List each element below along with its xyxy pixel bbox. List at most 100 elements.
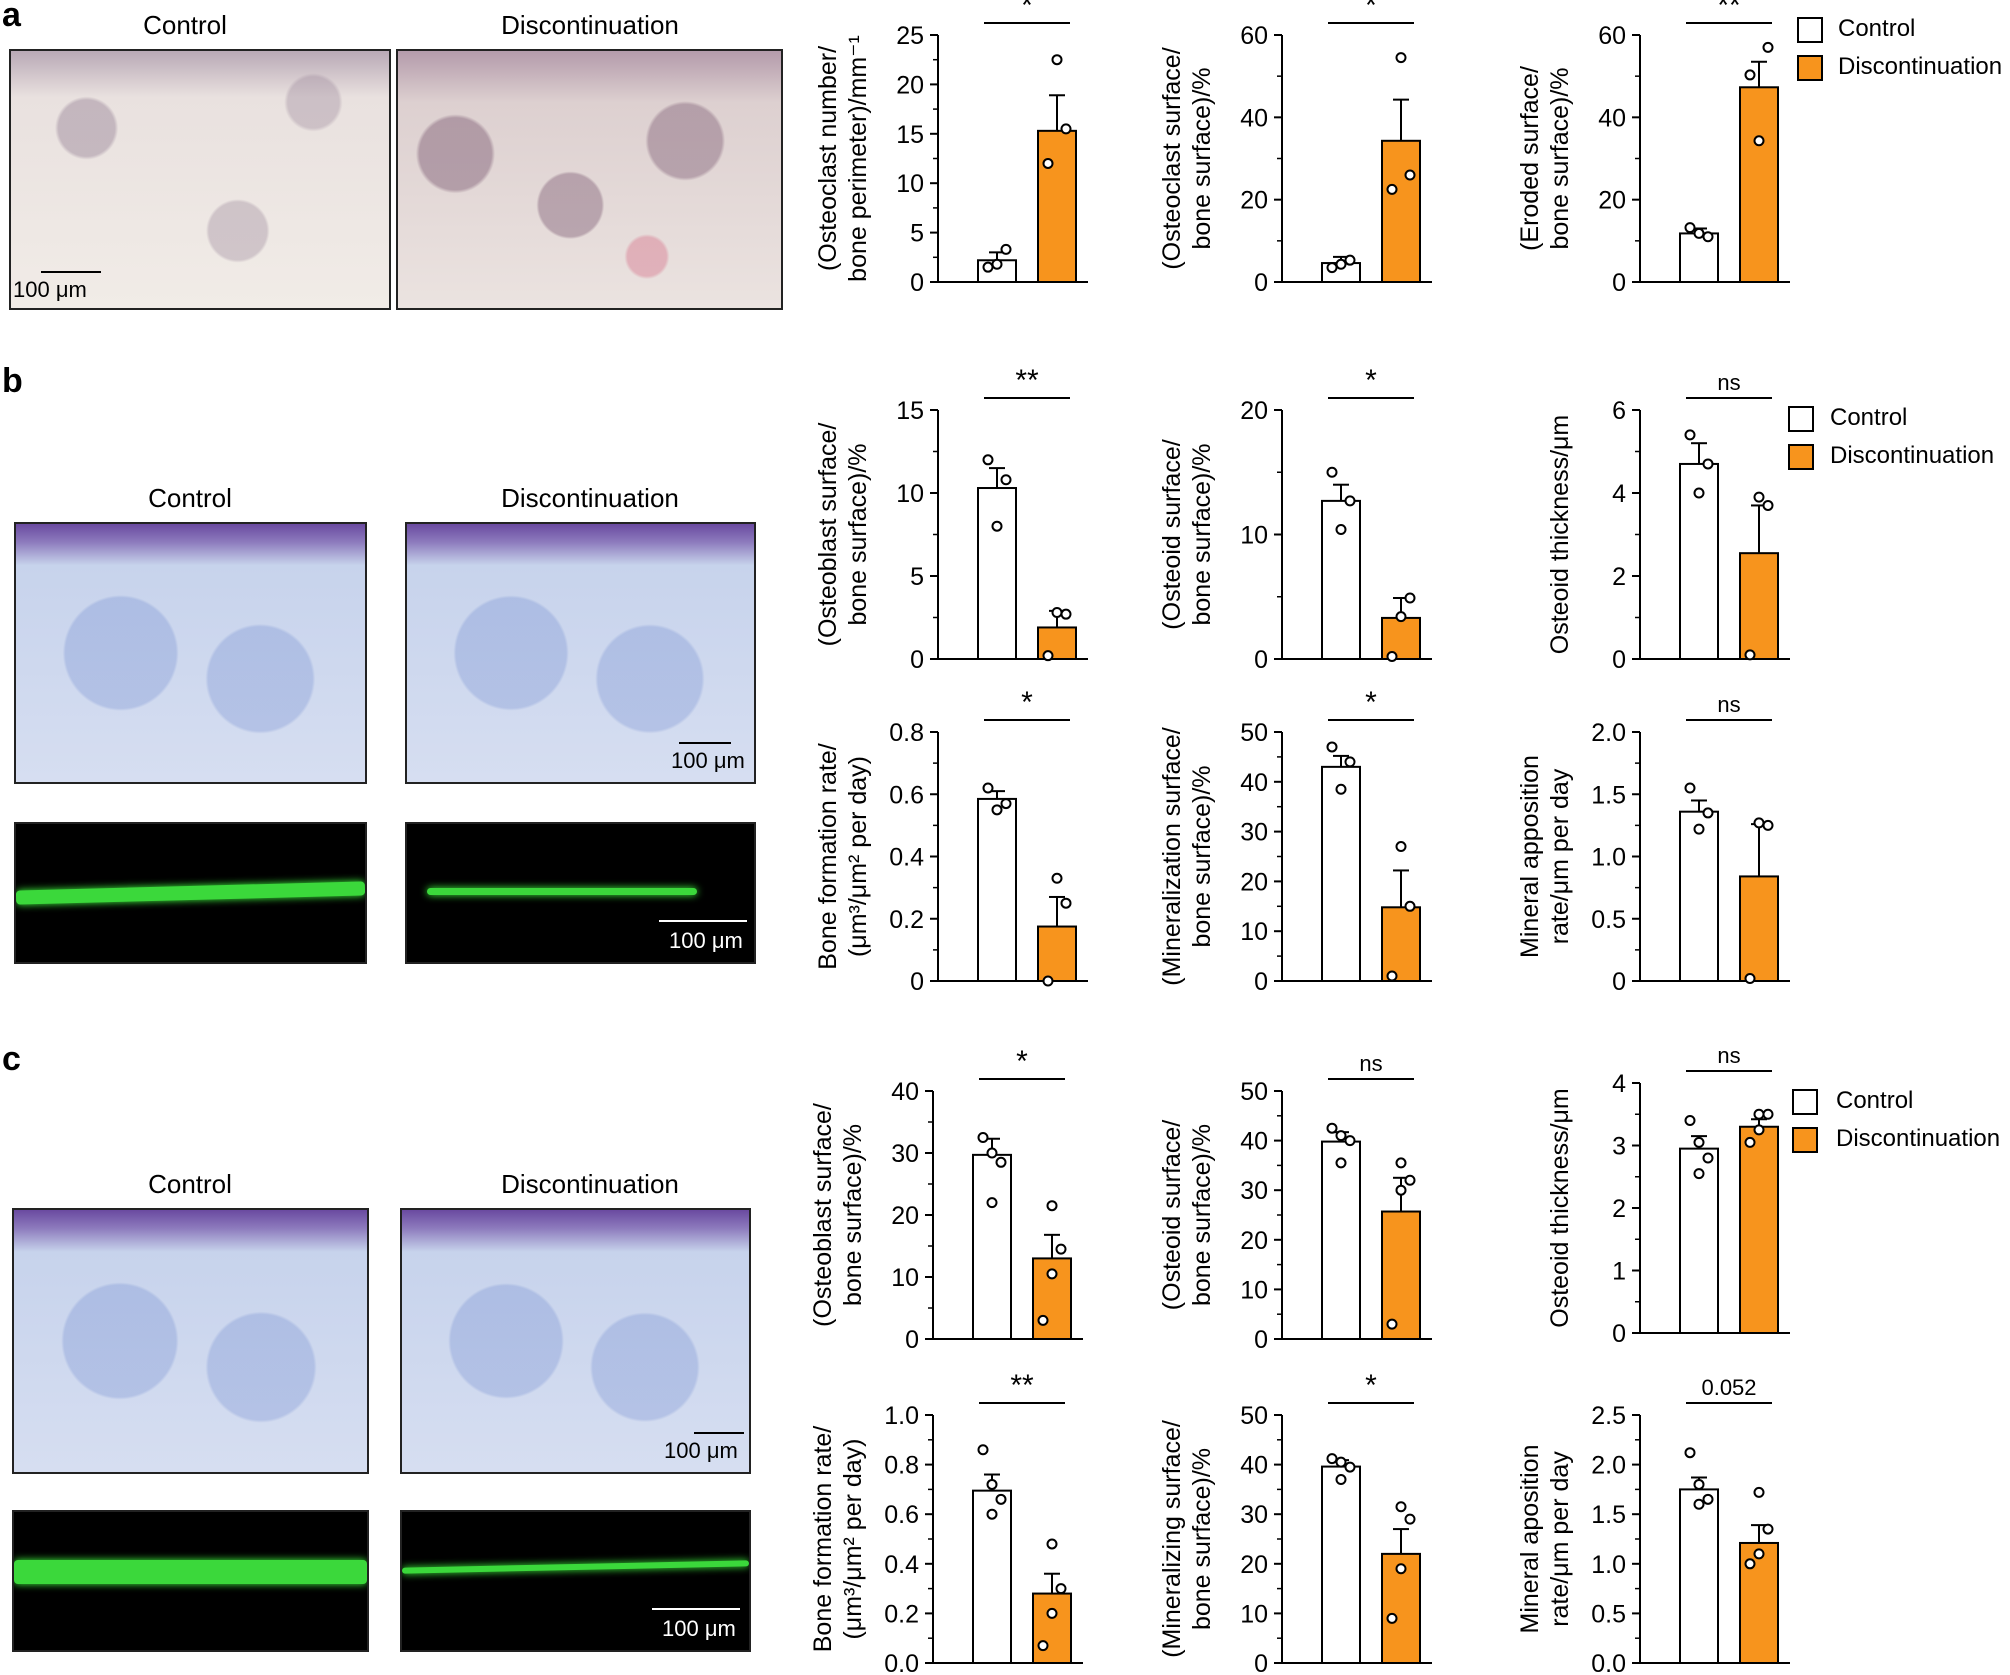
y-axis-label-line: bone surface)/%	[1188, 1124, 1216, 1306]
y-axis-label: Osteoid thickness/μm	[1546, 415, 1574, 655]
data-point	[1051, 872, 1063, 884]
data-point	[1753, 1108, 1765, 1120]
bar-discontinuation	[1381, 139, 1421, 283]
data-point	[1702, 458, 1714, 470]
y-tick-label: 1.0	[1591, 844, 1626, 872]
significance-label: 0.052	[1701, 1375, 1756, 1400]
image-title-discontinuation-c: Discontinuation	[501, 1169, 679, 1199]
y-axis-label-line: Osteoid thickness/μm	[1546, 415, 1574, 655]
y-tick-label: 1.0	[1591, 1551, 1626, 1579]
y-tick-label: 50	[1240, 1402, 1268, 1430]
y-tick-label: 15	[896, 121, 924, 149]
y-tick-label: 0.5	[1591, 1600, 1626, 1628]
y-tick-label: 40	[891, 1078, 919, 1106]
panel-letter-c: c	[2, 1040, 21, 1078]
y-tick-label: 0.6	[884, 1501, 919, 1529]
data-point	[995, 1156, 1007, 1168]
data-point	[1404, 900, 1416, 912]
significance-label: *	[1365, 1369, 1377, 1402]
scale-bar	[694, 1432, 744, 1434]
y-tick-label: 0.6	[889, 781, 924, 809]
y-tick-label: 0	[1254, 269, 1268, 297]
data-point	[1055, 1243, 1067, 1255]
data-point	[1326, 1453, 1338, 1465]
y-axis-label-line: Bone formation rate/	[809, 1426, 837, 1653]
trap-stain-image-control: 100 μm	[9, 49, 391, 310]
data-point	[1344, 1135, 1356, 1147]
y-tick-label: 3	[1612, 1133, 1626, 1161]
y-axis-label-line: (Mineralizing surface/	[1158, 1420, 1186, 1658]
data-point	[1344, 756, 1356, 768]
y-axis-label-line: (Osteoid surface/	[1158, 1120, 1186, 1310]
data-point	[1326, 741, 1338, 753]
data-point	[1684, 429, 1696, 441]
y-axis-label-line: (μm³/μm² per day)	[839, 1438, 867, 1639]
panel-letter-a: a	[2, 0, 21, 34]
bar-control	[1321, 765, 1361, 982]
y-tick-label: 40	[1240, 1452, 1268, 1480]
y-tick-label: 0.0	[1591, 1650, 1626, 1675]
scale-label: 100 μm	[13, 277, 87, 302]
data-point	[1386, 183, 1398, 195]
chart-c2: 0 10 20 30 40 50 (Osteoid surface/bone surface…	[1158, 1051, 1432, 1354]
y-axis-label: (Mineralizing surface/bone surface)/%	[1158, 1420, 1216, 1658]
y-tick-label: 20	[1240, 1551, 1268, 1579]
y-tick-label: 2	[1612, 1195, 1626, 1223]
data-point	[991, 804, 1003, 816]
data-point	[1344, 254, 1356, 266]
data-point	[1753, 1548, 1765, 1560]
scale-label: 100 μm	[671, 748, 745, 773]
data-point	[1693, 227, 1705, 239]
data-point	[1051, 607, 1063, 619]
data-point	[1046, 1538, 1058, 1550]
y-tick-label: 60	[1598, 22, 1626, 50]
y-tick-label: 0.4	[884, 1551, 919, 1579]
data-point	[986, 1508, 998, 1520]
data-point	[1395, 1157, 1407, 1169]
y-axis-label-line: (Osteoblast surface/	[814, 423, 842, 647]
image-title-control-c: Control	[148, 1169, 232, 1199]
y-axis-label-line: bone surface)/%	[1188, 443, 1216, 625]
legend-swatch-discontinuation	[1792, 1127, 1818, 1153]
y-axis-label-line: bone surface)/%	[1188, 765, 1216, 947]
y-tick-label: 20	[1598, 187, 1626, 215]
data-point	[1762, 41, 1774, 53]
y-tick-label: 0	[1612, 646, 1626, 674]
data-point	[1693, 1136, 1705, 1148]
data-point	[1753, 135, 1765, 147]
y-tick-label: 6	[1612, 397, 1626, 425]
y-axis-label-line: (Osteoid surface/	[1158, 439, 1186, 629]
data-point	[982, 261, 994, 273]
y-tick-label: 0	[1612, 1320, 1626, 1348]
scale-bar	[659, 920, 747, 922]
scale-bar	[679, 742, 731, 744]
significance-label: ns	[1717, 1043, 1740, 1068]
y-axis-label: (Osteoclast surface/bone surface)/%	[1158, 47, 1216, 269]
y-tick-label: 10	[891, 1264, 919, 1292]
data-point	[1684, 222, 1696, 234]
chart-a2: 0 20 40 60 (Osteoclast surface/bone surface)…	[1158, 0, 1432, 297]
significance-label: *	[1365, 686, 1377, 719]
chart-b3: 0 2 4 6 Osteoid thickness/μm ns	[1546, 370, 1790, 674]
chart-c4: 0.0 0.2 0.4 0.6 0.8 1.0 Bone formation rate/(μ…	[809, 1369, 1083, 1675]
bar-discontinuation	[1739, 86, 1779, 284]
y-axis-label: (Eroded surface/bone surface)/%	[1516, 66, 1574, 251]
data-point	[982, 454, 994, 466]
bar-discontinuation	[1381, 1210, 1421, 1340]
data-point	[1046, 1200, 1058, 1212]
scale-bar	[652, 1608, 740, 1610]
y-tick-label: 0.2	[884, 1600, 919, 1628]
data-point	[977, 1444, 989, 1456]
data-point	[1335, 524, 1347, 536]
chart-b1: 0 5 10 15 (Osteoblast surface/bone surface)/…	[814, 364, 1088, 674]
data-point	[1753, 1124, 1765, 1136]
data-point	[1395, 1184, 1407, 1196]
data-point	[1395, 1563, 1407, 1575]
y-axis-label-line: (μm³/μm² per day)	[844, 756, 872, 957]
data-point	[1395, 611, 1407, 623]
y-tick-label: 50	[1240, 1078, 1268, 1106]
significance-label: ns	[1359, 1051, 1382, 1076]
y-axis-label-line: bone surface)/%	[1546, 67, 1574, 249]
bar-control	[1679, 810, 1719, 982]
